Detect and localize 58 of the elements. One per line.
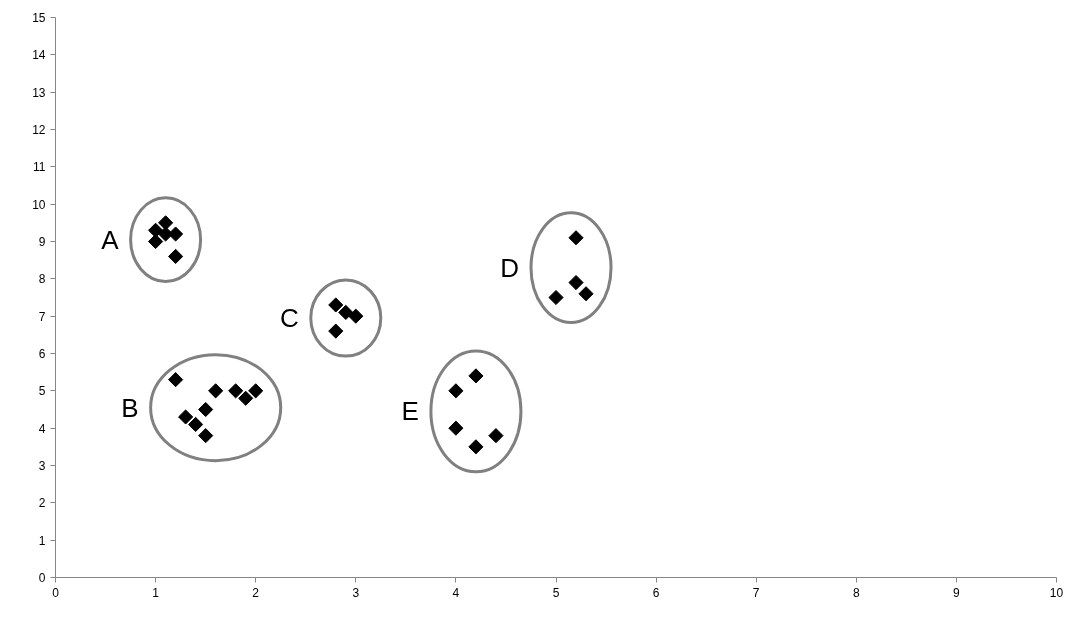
y-tick-label: 14 xyxy=(32,48,46,63)
point xyxy=(208,383,224,399)
series-label: C xyxy=(280,303,299,334)
y-tick-label: 3 xyxy=(38,459,46,473)
y-tick-label: 6 xyxy=(38,347,46,361)
point xyxy=(168,372,184,388)
y-tick-label: 13 xyxy=(32,85,46,100)
x-tick-label: 4 xyxy=(452,585,460,600)
series-label: D xyxy=(500,252,519,283)
x-tick-label: 10 xyxy=(1049,585,1064,600)
point xyxy=(468,368,484,384)
x-tick-label: 7 xyxy=(752,585,760,600)
point xyxy=(178,409,194,425)
y-tick-label: 2 xyxy=(38,496,46,511)
point xyxy=(168,226,184,242)
point xyxy=(198,428,214,444)
x-tick-label: 6 xyxy=(652,585,660,600)
point xyxy=(198,401,214,418)
y-tick-label: 5 xyxy=(38,384,46,399)
x-tick-label: 1 xyxy=(152,585,160,600)
point xyxy=(568,275,584,291)
point xyxy=(248,383,264,399)
point xyxy=(148,233,164,250)
y-tick-label: 15 xyxy=(32,11,46,25)
point xyxy=(468,439,484,455)
y-tick-label: 9 xyxy=(38,235,46,249)
series-label: B xyxy=(121,392,139,423)
x-tick-label: 0 xyxy=(52,585,60,600)
x-tick-label: 2 xyxy=(252,585,260,600)
point xyxy=(348,308,364,324)
point xyxy=(328,297,344,313)
point xyxy=(448,383,464,399)
point xyxy=(448,420,464,436)
point xyxy=(228,383,244,399)
x-tick-label: 8 xyxy=(852,585,860,600)
point xyxy=(548,289,564,306)
y-tick-label: 1 xyxy=(38,533,46,548)
point xyxy=(488,428,504,444)
y-tick-label: 0 xyxy=(38,571,46,585)
y-tick-label: 7 xyxy=(38,309,46,324)
point xyxy=(158,215,174,231)
point xyxy=(338,304,354,320)
y-tick-label: 12 xyxy=(32,123,46,137)
point xyxy=(188,416,204,432)
y-tick-label: 11 xyxy=(33,160,46,175)
x-tick-label: 3 xyxy=(352,585,360,600)
x-tick-label: 5 xyxy=(552,585,560,600)
point xyxy=(238,390,254,406)
y-tick-label: 8 xyxy=(38,272,46,287)
series-label: E xyxy=(401,396,419,427)
series-label: A xyxy=(101,224,120,255)
y-tick-label: 10 xyxy=(32,197,46,212)
y-tick-label: 4 xyxy=(38,421,46,436)
x-tick-label: 9 xyxy=(953,585,961,600)
point xyxy=(568,230,584,246)
point xyxy=(328,323,344,339)
point xyxy=(578,286,594,302)
point xyxy=(168,248,184,264)
